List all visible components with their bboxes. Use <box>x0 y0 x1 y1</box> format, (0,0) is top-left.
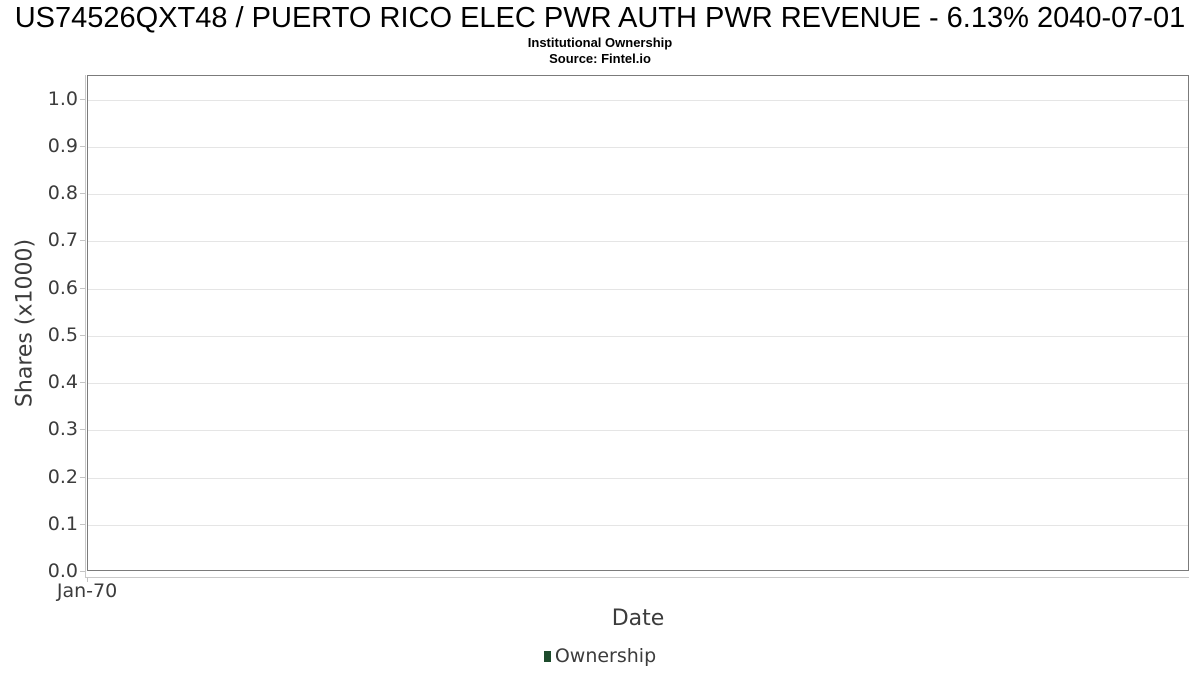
y-tick-label: 0.9 <box>47 135 78 157</box>
y-tick-label: 0.8 <box>47 182 78 204</box>
x-axis-title: Date <box>611 606 665 631</box>
legend: Ownership <box>0 645 1200 667</box>
y-tick-mark <box>80 382 85 383</box>
y-tick-label: 0.5 <box>47 324 78 346</box>
y-tick-mark <box>80 571 85 572</box>
y-tick-mark <box>80 477 85 478</box>
gridline <box>88 430 1188 431</box>
x-tick-label: Jan-70 <box>56 580 118 602</box>
legend-swatch-ownership <box>543 650 551 662</box>
gridline <box>88 194 1188 195</box>
y-tick-mark <box>80 524 85 525</box>
y-tick-mark <box>80 288 85 289</box>
gridline <box>88 289 1188 290</box>
y-tick-mark <box>80 146 85 147</box>
y-axis-line <box>85 75 86 577</box>
gridline <box>88 478 1188 479</box>
y-tick-mark <box>80 240 85 241</box>
y-tick-label: 0.2 <box>47 466 78 488</box>
y-tick-label: 0.4 <box>47 371 78 393</box>
y-tick-mark <box>80 99 85 100</box>
gridline <box>88 100 1188 101</box>
gridline <box>88 525 1188 526</box>
y-tick-mark <box>80 335 85 336</box>
chart-subtitle: Institutional Ownership <box>527 35 673 50</box>
plot-area <box>87 75 1189 571</box>
y-tick-mark <box>80 429 85 430</box>
y-tick-label: 0.7 <box>47 229 78 251</box>
y-tick-label: 0.3 <box>47 418 78 440</box>
gridline <box>88 336 1188 337</box>
y-tick-label: 0.6 <box>47 277 78 299</box>
legend-label-ownership: Ownership <box>554 645 657 667</box>
gridline <box>88 147 1188 148</box>
y-tick-label: 0.1 <box>47 513 78 535</box>
gridline <box>88 383 1188 384</box>
x-tick-mark <box>87 577 88 582</box>
chart-source: Source: Fintel.io <box>549 51 651 66</box>
y-tick-label: 1.0 <box>47 88 78 110</box>
y-tick-mark <box>80 193 85 194</box>
x-axis-line <box>85 577 1189 578</box>
chart-title: US74526QXT48 / PUERTO RICO ELEC PWR AUTH… <box>14 2 1186 34</box>
gridline <box>88 241 1188 242</box>
y-tick-label: 0.0 <box>47 560 78 582</box>
